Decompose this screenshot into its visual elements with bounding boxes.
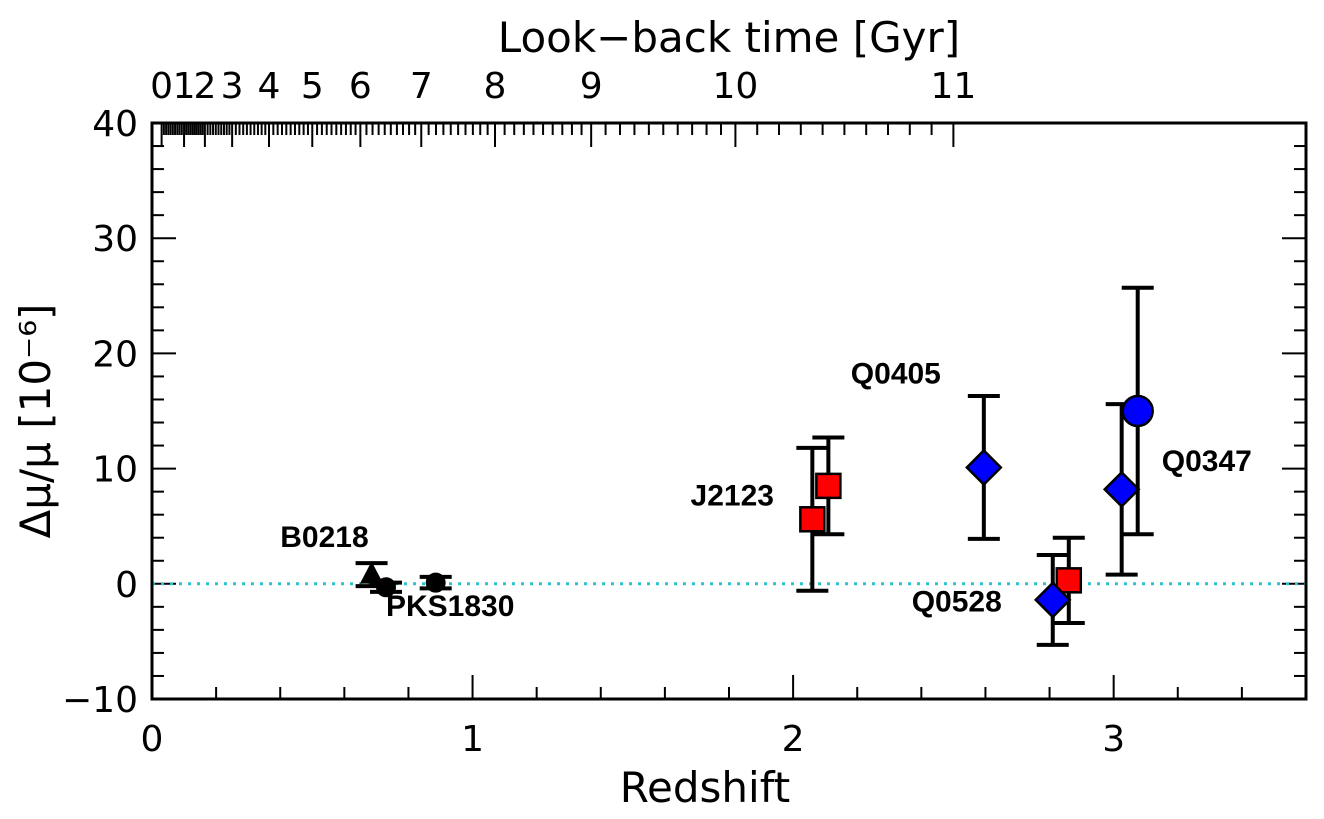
marker-circle [1121,394,1154,428]
top-tick-label: 4 [258,66,281,107]
annotations: B0218 PKS1830 J2123 Q0405 Q0528 Q0347 [280,357,1252,623]
marker-diamond [1102,470,1141,509]
data-point [1033,553,1072,647]
point-annotation: Q0347 [1162,445,1252,478]
point-annotation: Q0528 [912,585,1002,618]
marker-circle [425,572,446,593]
y-tick-label: 0 [115,565,138,606]
top-tick-label: 5 [301,66,324,107]
point-annotation: PKS1830 [386,590,514,623]
x-tick-label: 1 [461,719,484,760]
marker-square [815,472,842,500]
x-tick-label: 2 [782,719,805,760]
top-tick-label: 1 [173,66,196,107]
marker-square [1055,567,1083,594]
data-point [419,572,452,593]
top-tick-label: 9 [580,66,603,107]
data-point [1052,535,1085,625]
plot-frame [150,121,1308,701]
x-axis-title: Redshift [620,763,790,812]
tick-marks [151,122,1307,700]
y-axis-title: Δμ/μ [10⁻⁶] [11,304,60,539]
y-tick-label: 40 [92,104,138,145]
top-tick-label: 0 [150,66,173,107]
marker-circle [376,577,397,598]
marker-diamond [1033,581,1072,619]
data-series [355,285,1154,647]
y-tick-label: 10 [92,450,138,491]
data-point [812,435,845,537]
top-tick-label: 8 [484,66,507,107]
point-annotation: Q0405 [851,357,941,390]
top-tick-label: 7 [410,66,433,107]
data-point [965,394,1003,541]
y-tick-label: 20 [92,334,138,375]
data-point [370,577,403,598]
top-tick-label: 3 [221,66,244,107]
y-tick-label: 30 [92,219,138,260]
data-point [796,445,829,593]
marker-square [799,506,826,533]
data-point [1102,402,1141,577]
marker-diamond [965,448,1003,487]
top-tick-label: 11 [930,66,976,107]
top-tick-label: 10 [713,66,759,107]
point-annotation: J2123 [691,479,774,512]
top-tick-label: 6 [349,66,372,107]
x-tick-label: 3 [1102,719,1125,760]
top-axis-title: Look−back time [Gyr] [498,13,960,62]
y-tick-label: −10 [62,680,138,721]
data-point [1121,285,1154,537]
point-annotation: B0218 [280,521,368,554]
marker-triangle [359,561,384,584]
x-tick-label: 0 [141,719,164,760]
top-tick-label: 2 [193,66,216,107]
